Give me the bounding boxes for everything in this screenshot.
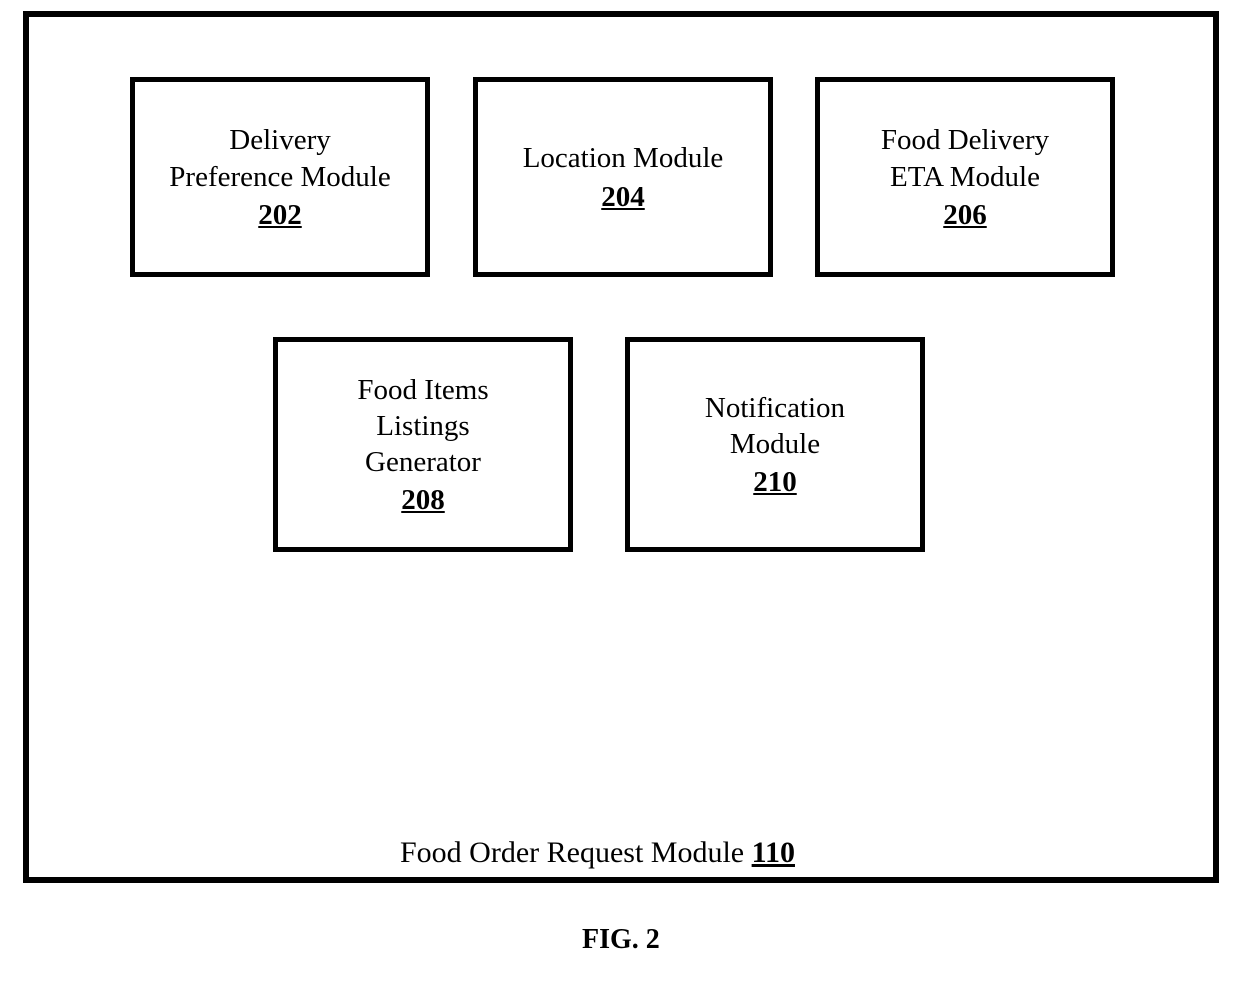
- module-number: 204: [601, 181, 645, 214]
- container-number: 110: [752, 836, 795, 869]
- label-line: Preference Module: [169, 161, 390, 193]
- module-number: 206: [943, 199, 987, 232]
- module-eta: Food Delivery ETA Module 206: [815, 77, 1115, 277]
- module-number: 210: [753, 466, 797, 499]
- module-label: Location Module: [523, 140, 724, 176]
- label-line: Listings: [376, 410, 469, 442]
- label-line: Location Module: [523, 142, 724, 174]
- module-notification: Notification Module 210: [625, 337, 925, 552]
- container-label: Food Order Request Module 110: [400, 836, 795, 870]
- module-label: Delivery Preference Module: [169, 122, 390, 195]
- label-line: Generator: [365, 446, 481, 478]
- label-line: Delivery: [229, 124, 330, 156]
- label-line: Food Items: [357, 374, 488, 406]
- module-number: 208: [401, 484, 445, 517]
- module-delivery-preference: Delivery Preference Module 202: [130, 77, 430, 277]
- module-label: Notification Module: [705, 390, 845, 463]
- figure-caption: FIG. 2: [582, 924, 660, 956]
- label-line: Notification: [705, 392, 845, 424]
- module-location: Location Module 204: [473, 77, 773, 277]
- label-line: Food Delivery: [881, 124, 1049, 156]
- label-line: ETA Module: [890, 161, 1040, 193]
- module-label: Food Items Listings Generator: [357, 372, 488, 481]
- container-label-text: Food Order Request Module: [400, 836, 744, 869]
- module-number: 202: [258, 199, 302, 232]
- module-listings-generator: Food Items Listings Generator 208: [273, 337, 573, 552]
- label-line: Module: [730, 428, 820, 460]
- module-label: Food Delivery ETA Module: [881, 122, 1049, 195]
